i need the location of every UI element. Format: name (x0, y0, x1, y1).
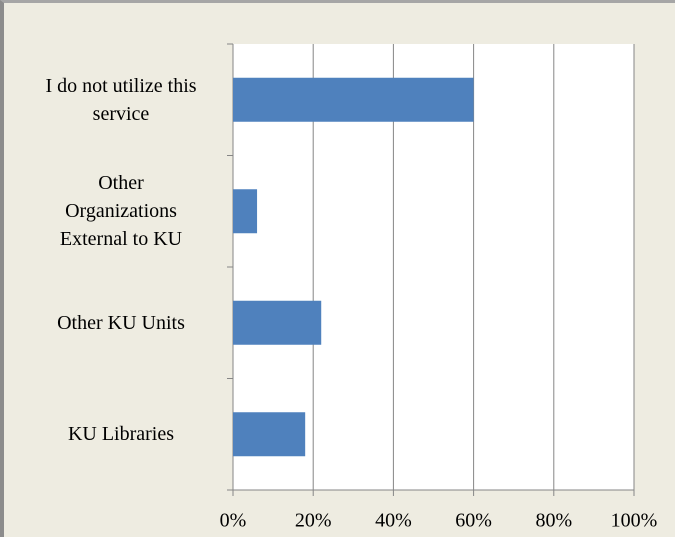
bar (233, 412, 306, 457)
x-tick-label: 20% (295, 510, 332, 532)
y-tick-label: I do not utilize this service (45, 74, 197, 125)
y-tick-label: KU Libraries (67, 423, 175, 446)
bar (233, 77, 474, 122)
bar (233, 189, 258, 234)
x-tick-label: 0% (220, 510, 247, 532)
bar (233, 300, 322, 345)
x-tick-label: 60% (455, 510, 492, 532)
chart: 0% 20% 40% 60% 80% 100% (220, 43, 658, 532)
x-tick-label: 100% (611, 510, 658, 532)
x-tick-label: 40% (375, 510, 412, 532)
y-tick-label: Other KU Units (57, 311, 185, 334)
y-tick-label: Other Organizations External to KU (59, 172, 183, 251)
x-tick-label: 80% (535, 510, 572, 532)
